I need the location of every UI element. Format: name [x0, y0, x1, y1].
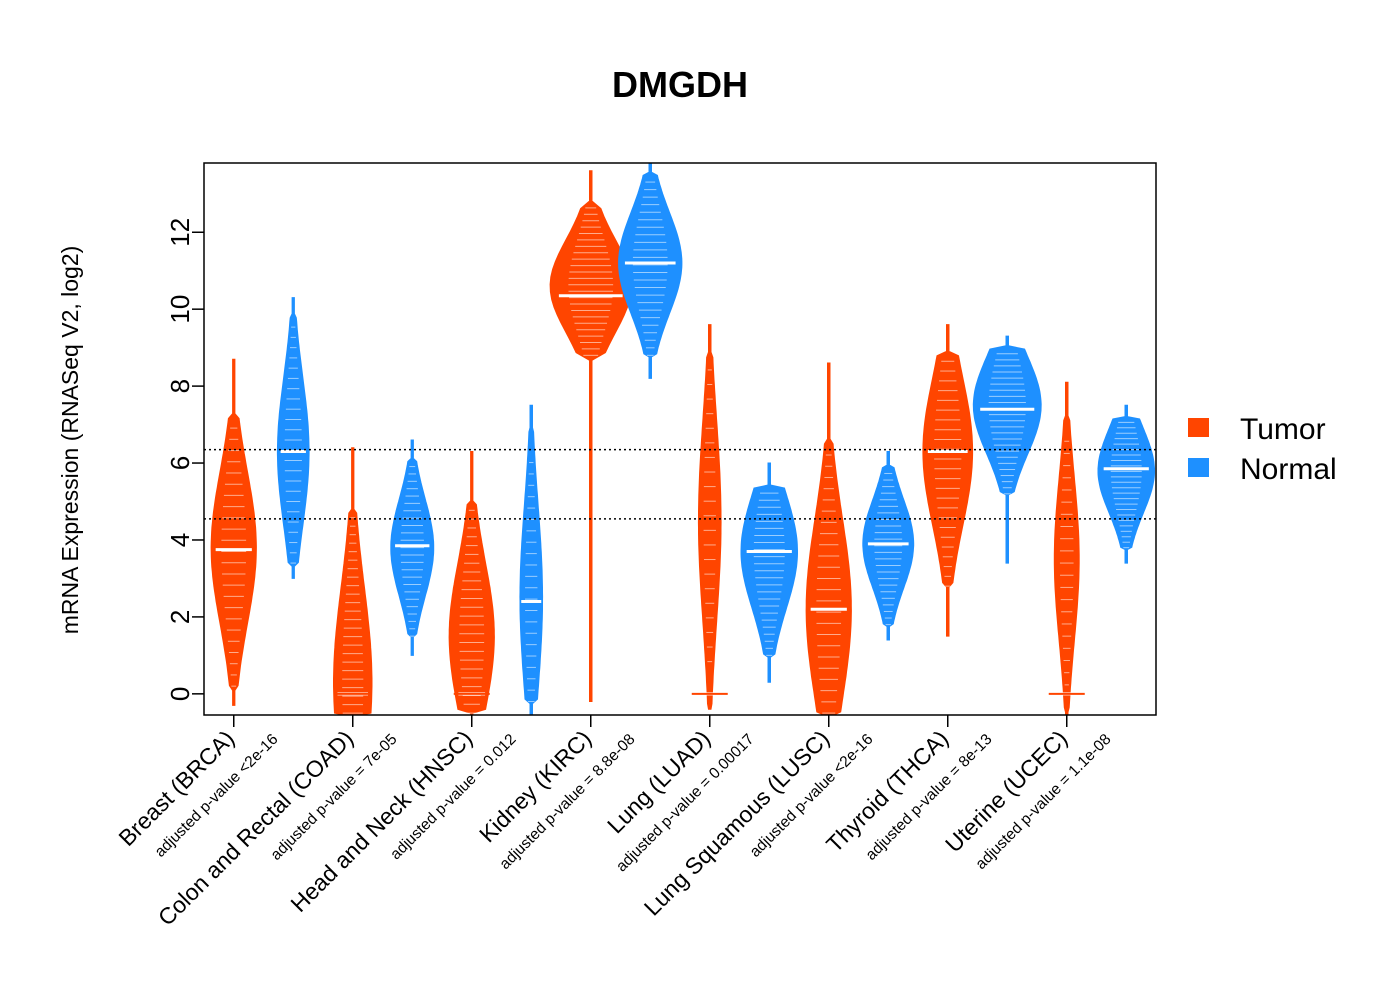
legend-label-tumor: Tumor	[1240, 413, 1326, 446]
violin-ticks-tumor-0	[221, 427, 247, 687]
violin-tumor-2	[448, 451, 495, 715]
violin-tumor-4	[697, 324, 722, 710]
violin-tumor-3	[549, 170, 632, 702]
violin-ticks-tumor-3	[568, 207, 614, 356]
violin-ticks-tumor-4	[703, 369, 716, 663]
plot-frame	[203, 162, 1157, 716]
violin-ticks-tumor-7	[1059, 440, 1074, 686]
violin-normal-6	[972, 335, 1042, 564]
violins	[210, 163, 1155, 715]
y-tick-label-12: 12	[165, 218, 195, 247]
y-tick-label-10: 10	[165, 295, 195, 324]
violin-ticks-normal-7	[1110, 421, 1142, 549]
violin-ticks-normal-5	[874, 472, 903, 626]
legend: Tumor Normal	[1188, 413, 1337, 486]
violin-normal-7	[1097, 404, 1155, 564]
legend-swatch-normal	[1188, 458, 1209, 477]
reference-lines	[204, 448, 1156, 520]
violin-tumor-5	[805, 362, 852, 715]
violin-normal-2	[519, 404, 544, 715]
violin-tumor-0	[210, 358, 257, 706]
violin-ticks-tumor-1	[342, 517, 364, 714]
y-tick-label-6: 6	[165, 456, 195, 470]
violin-normal-3	[618, 163, 683, 379]
violin-normal-0	[276, 297, 310, 579]
violin-ticks-normal-3	[632, 181, 668, 356]
legend-label-normal: Normal	[1240, 453, 1337, 486]
y-axis: 0 2 4 6 8 10 12	[165, 218, 204, 701]
violin-ticks-normal-2	[525, 462, 538, 703]
plot-area	[210, 163, 1155, 715]
y-tick-label-0: 0	[165, 687, 195, 701]
legend-swatch-tumor	[1188, 418, 1209, 437]
y-tick-label-2: 2	[165, 610, 195, 624]
violin-tumor-6	[922, 324, 974, 637]
y-tick-label-4: 4	[165, 533, 195, 547]
violin-tumor-1	[333, 447, 373, 715]
violin-ticks-normal-4	[753, 492, 785, 656]
chart-title: DMGDH	[612, 64, 748, 105]
violin-tumor-7	[1053, 381, 1080, 715]
violin-ticks-tumor-2	[459, 509, 485, 714]
violin-ticks-tumor-5	[816, 454, 842, 714]
violin-normal-4	[740, 462, 798, 683]
y-tick-label-8: 8	[165, 379, 195, 393]
y-axis-label: mRNA Expression (RNASeq V2, log2)	[57, 246, 83, 635]
x-axis: Breast (BRCA)adjusted p-value <2e-16Colo…	[113, 715, 1115, 931]
violin-ticks-tumor-6	[934, 360, 962, 587]
